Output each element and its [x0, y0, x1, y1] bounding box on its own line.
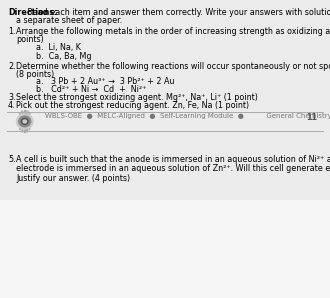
Text: Read each item and answer them correctly. Write your answers with solution on: Read each item and answer them correctly… [25, 8, 330, 17]
Text: electrode is immersed in an aqueous solution of Zn²⁺. Will this cell generate el: electrode is immersed in an aqueous solu… [16, 164, 330, 173]
Circle shape [23, 120, 26, 123]
Text: Select the strongest oxidizing agent. Mg²⁺, Na⁺, Li⁺ (1 point): Select the strongest oxidizing agent. Mg… [16, 93, 258, 102]
Text: (8 points): (8 points) [16, 70, 54, 79]
Text: WBLS-OBE  ●  MELC-Aligned  ●  Self-Learning Module  ●          General Chemistry: WBLS-OBE ● MELC-Aligned ● Self-Learning … [45, 113, 330, 119]
Circle shape [16, 114, 33, 129]
Text: a.  Li, Na, K: a. Li, Na, K [36, 43, 81, 52]
Text: 3.: 3. [8, 93, 16, 102]
Text: b.   Cd²⁺ + Ni →  Cd  +  Ni²⁺: b. Cd²⁺ + Ni → Cd + Ni²⁺ [36, 85, 147, 94]
Text: 5.: 5. [8, 155, 16, 164]
Circle shape [21, 119, 28, 125]
Text: 1.: 1. [8, 27, 16, 36]
Text: Pick out the strongest reducing agent. Zn, Fe, Na (1 point): Pick out the strongest reducing agent. Z… [16, 101, 249, 110]
Bar [0, 200, 330, 298]
Text: Justify our answer. (4 points): Justify our answer. (4 points) [16, 174, 130, 183]
Circle shape [19, 116, 31, 127]
Text: b.  Ca, Ba, Mg: b. Ca, Ba, Mg [36, 52, 91, 61]
Text: 11: 11 [306, 113, 317, 122]
Text: Arrange the following metals in the order of increasing strength as oxidizing ag: Arrange the following metals in the orde… [16, 27, 330, 36]
Text: Determine whether the following reactions will occur spontaneously or not sponta: Determine whether the following reaction… [16, 62, 330, 71]
Text: 2.: 2. [8, 62, 16, 71]
Text: a separate sheet of paper.: a separate sheet of paper. [16, 16, 122, 25]
Bar [0, 0, 330, 200]
Text: 4.: 4. [8, 101, 16, 110]
Text: A cell is built such that the anode is immersed in an aqueous solution of Ni²⁺ a: A cell is built such that the anode is i… [16, 155, 330, 164]
Text: points): points) [16, 35, 44, 44]
Text: a.   3 Pb + 2 Au³⁺ →  3 Pb²⁺ + 2 Au: a. 3 Pb + 2 Au³⁺ → 3 Pb²⁺ + 2 Au [36, 77, 175, 86]
Text: Directions:: Directions: [8, 8, 57, 17]
